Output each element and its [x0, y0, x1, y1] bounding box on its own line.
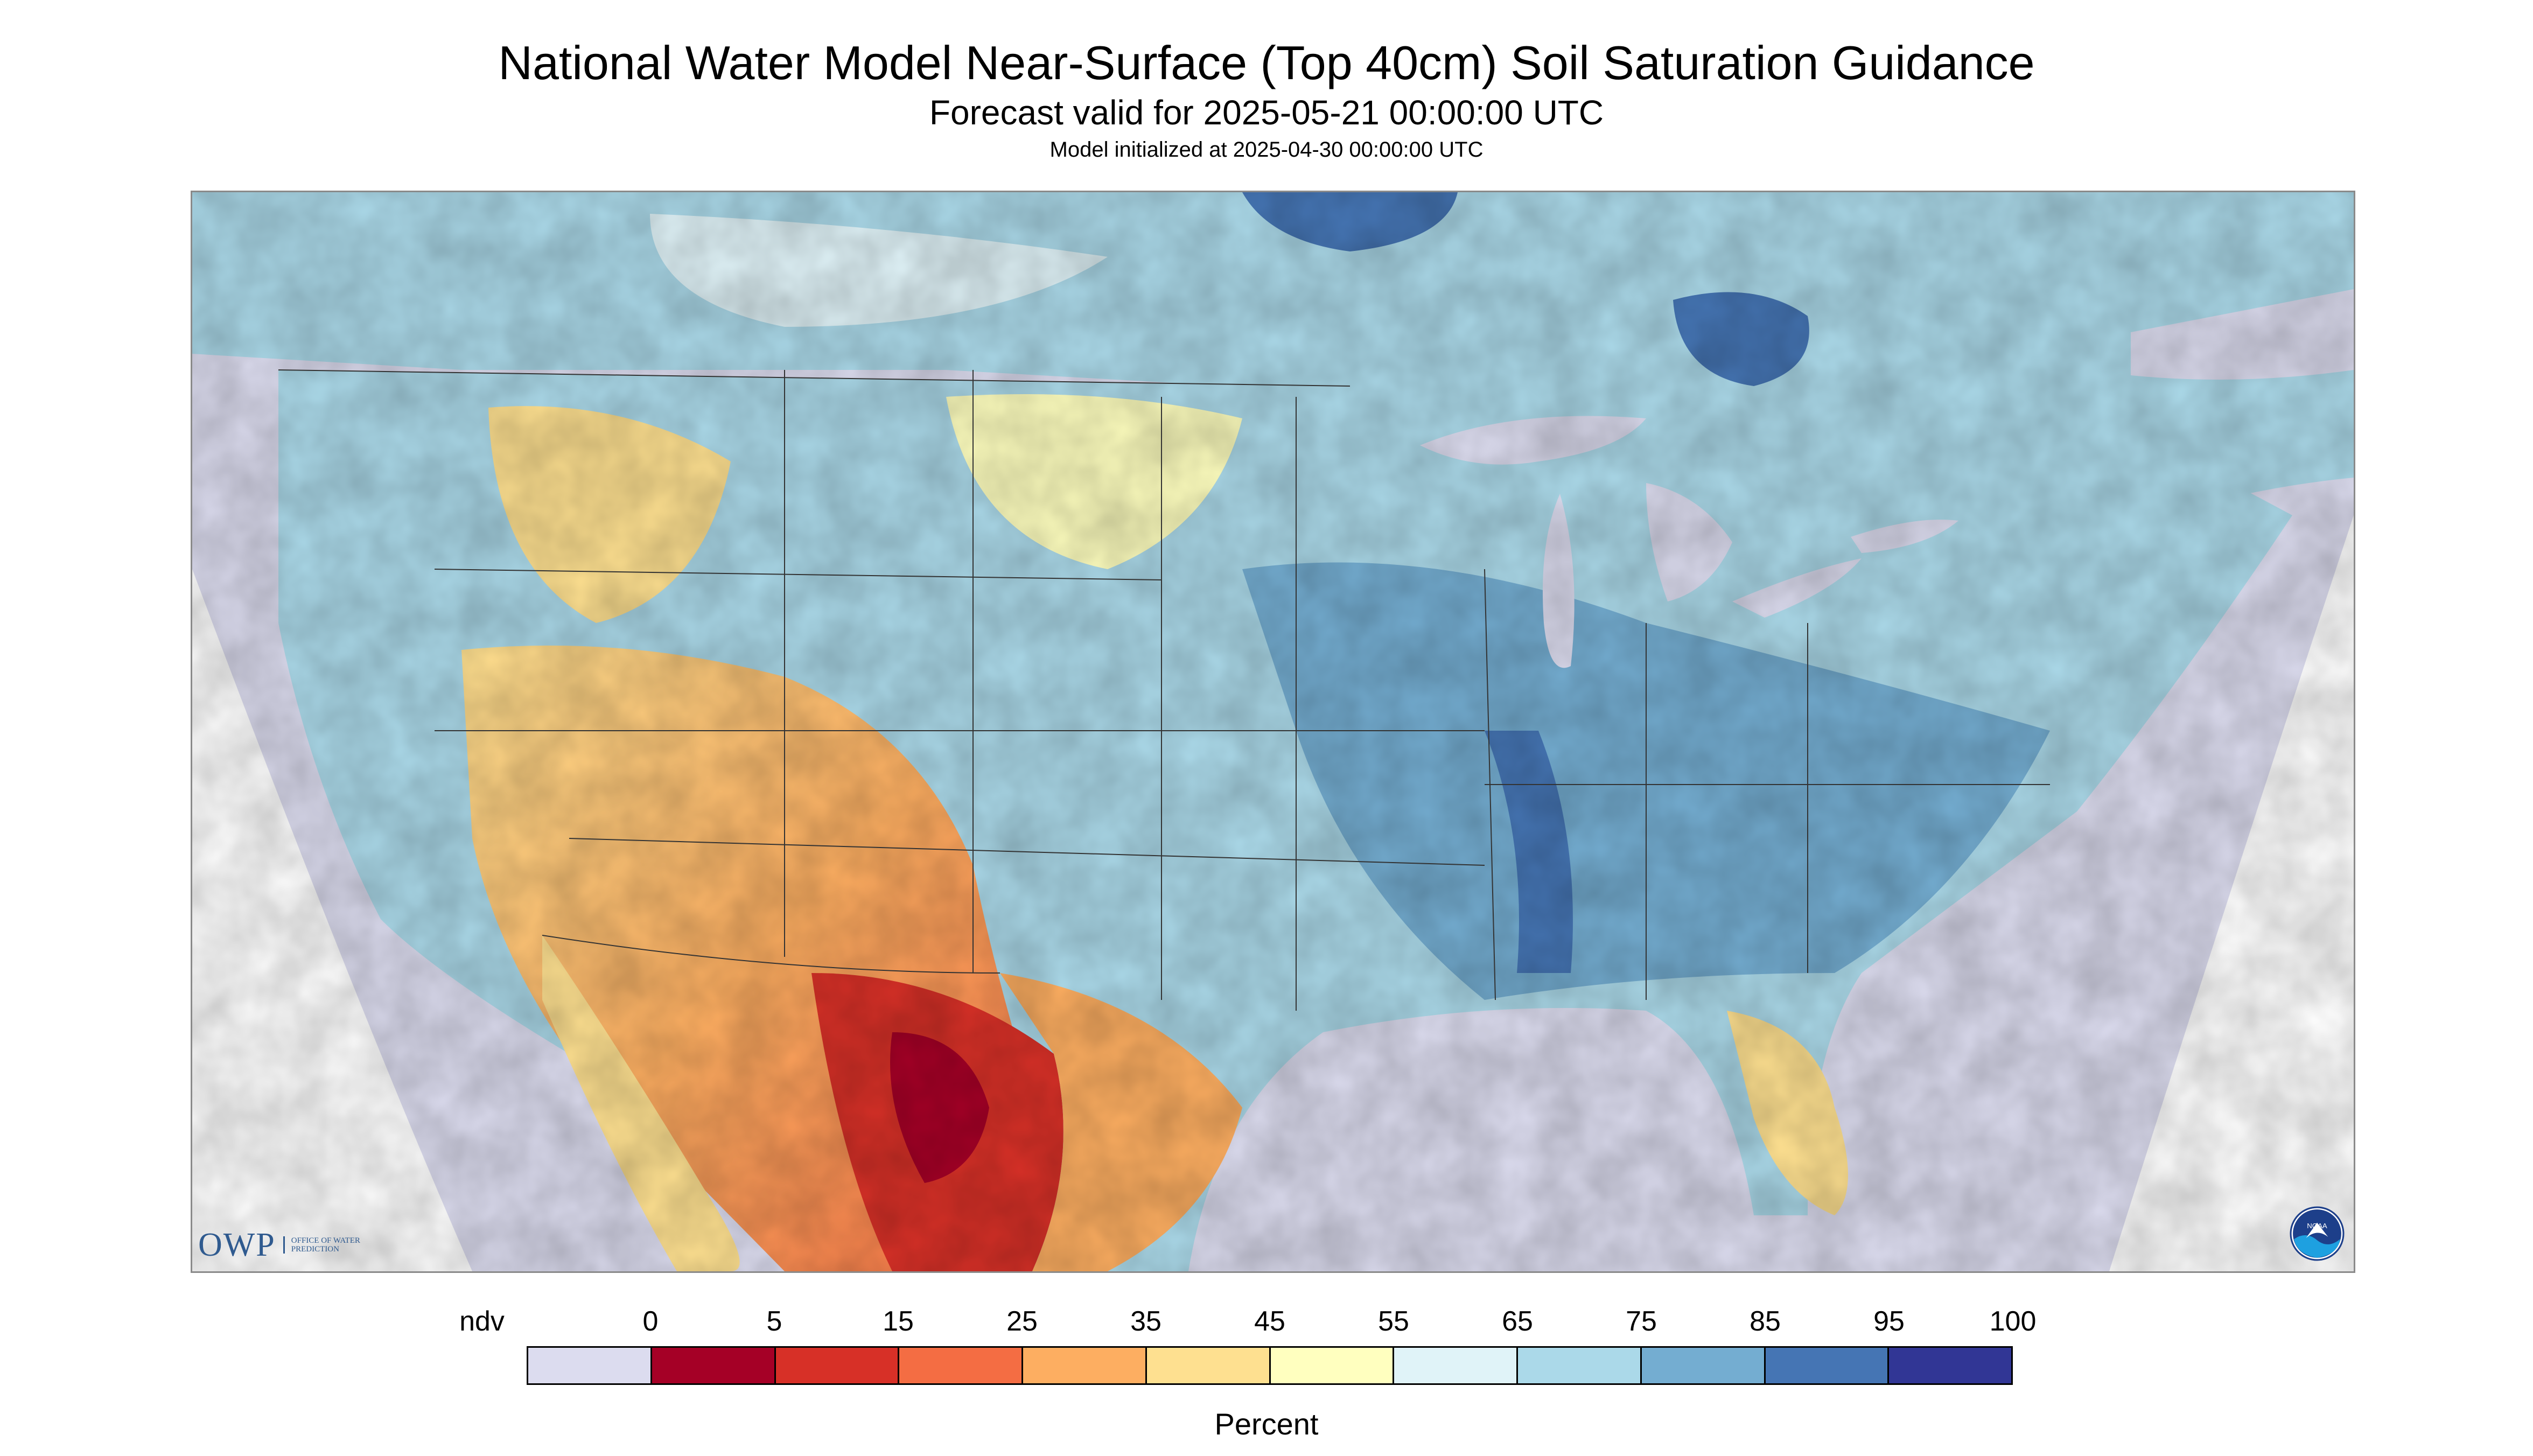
colorbar-swatch [1889, 1348, 2011, 1383]
colorbar-swatch [1270, 1348, 1395, 1383]
forecast-valid-subtitle: Forecast valid for 2025-05-21 00:00:00 U… [929, 93, 1604, 132]
owp-logo-text: OWP [198, 1226, 276, 1263]
colorbar-tick-label: 95 [1873, 1306, 1905, 1337]
colorbar-swatch [652, 1348, 776, 1383]
colorbar-swatch [1765, 1348, 1890, 1383]
map-texture [192, 192, 2354, 1271]
colorbar-swatch [1146, 1348, 1271, 1383]
colorbar-tick-label: 25 [1006, 1306, 1038, 1337]
colorbar-tick-label: 0 [642, 1306, 659, 1337]
colorbar-tick-label: 15 [883, 1306, 914, 1337]
colorbar-tick-label: 65 [1502, 1306, 1533, 1337]
colorbar-tick-label: 55 [1378, 1306, 1409, 1337]
state-borders [278, 369, 2050, 1011]
colorbar [527, 1346, 2013, 1385]
colorbar-tick-label: 45 [1254, 1306, 1285, 1337]
model-initialized-line: Model initialized at 2025-04-30 00:00:00… [1049, 138, 1484, 162]
colorbar-tick-label: 100 [1989, 1306, 2037, 1337]
owp-logo: OWP OFFICE OF WATER PREDICTION [198, 1223, 361, 1266]
soil-saturation-map [191, 191, 2355, 1273]
colorbar-unit-label: Percent [1214, 1407, 1319, 1441]
colorbar-tick-label: ndv [459, 1306, 505, 1337]
colorbar-swatch [1394, 1348, 1518, 1383]
colorbar-swatch [1518, 1348, 1642, 1383]
colorbar-tick-label: 35 [1130, 1306, 1161, 1337]
noaa-logo: NOAA [2290, 1206, 2345, 1261]
colorbar-swatch [528, 1348, 652, 1383]
colorbar-swatch [1023, 1348, 1147, 1383]
colorbar-swatch [1641, 1348, 1766, 1383]
colorbar-tick-label: 5 [766, 1306, 782, 1337]
colorbar-tick-label: 85 [1750, 1306, 1781, 1337]
owp-logo-subtext: OFFICE OF WATER PREDICTION [283, 1236, 361, 1254]
colorbar-tick-label: 75 [1626, 1306, 1657, 1337]
map-title: National Water Model Near-Surface (Top 4… [498, 36, 2035, 89]
noaa-logo-text: NOAA [2307, 1222, 2327, 1230]
map-canvas [192, 192, 2354, 1271]
colorbar-swatch [899, 1348, 1023, 1383]
colorbar-swatch [775, 1348, 900, 1383]
